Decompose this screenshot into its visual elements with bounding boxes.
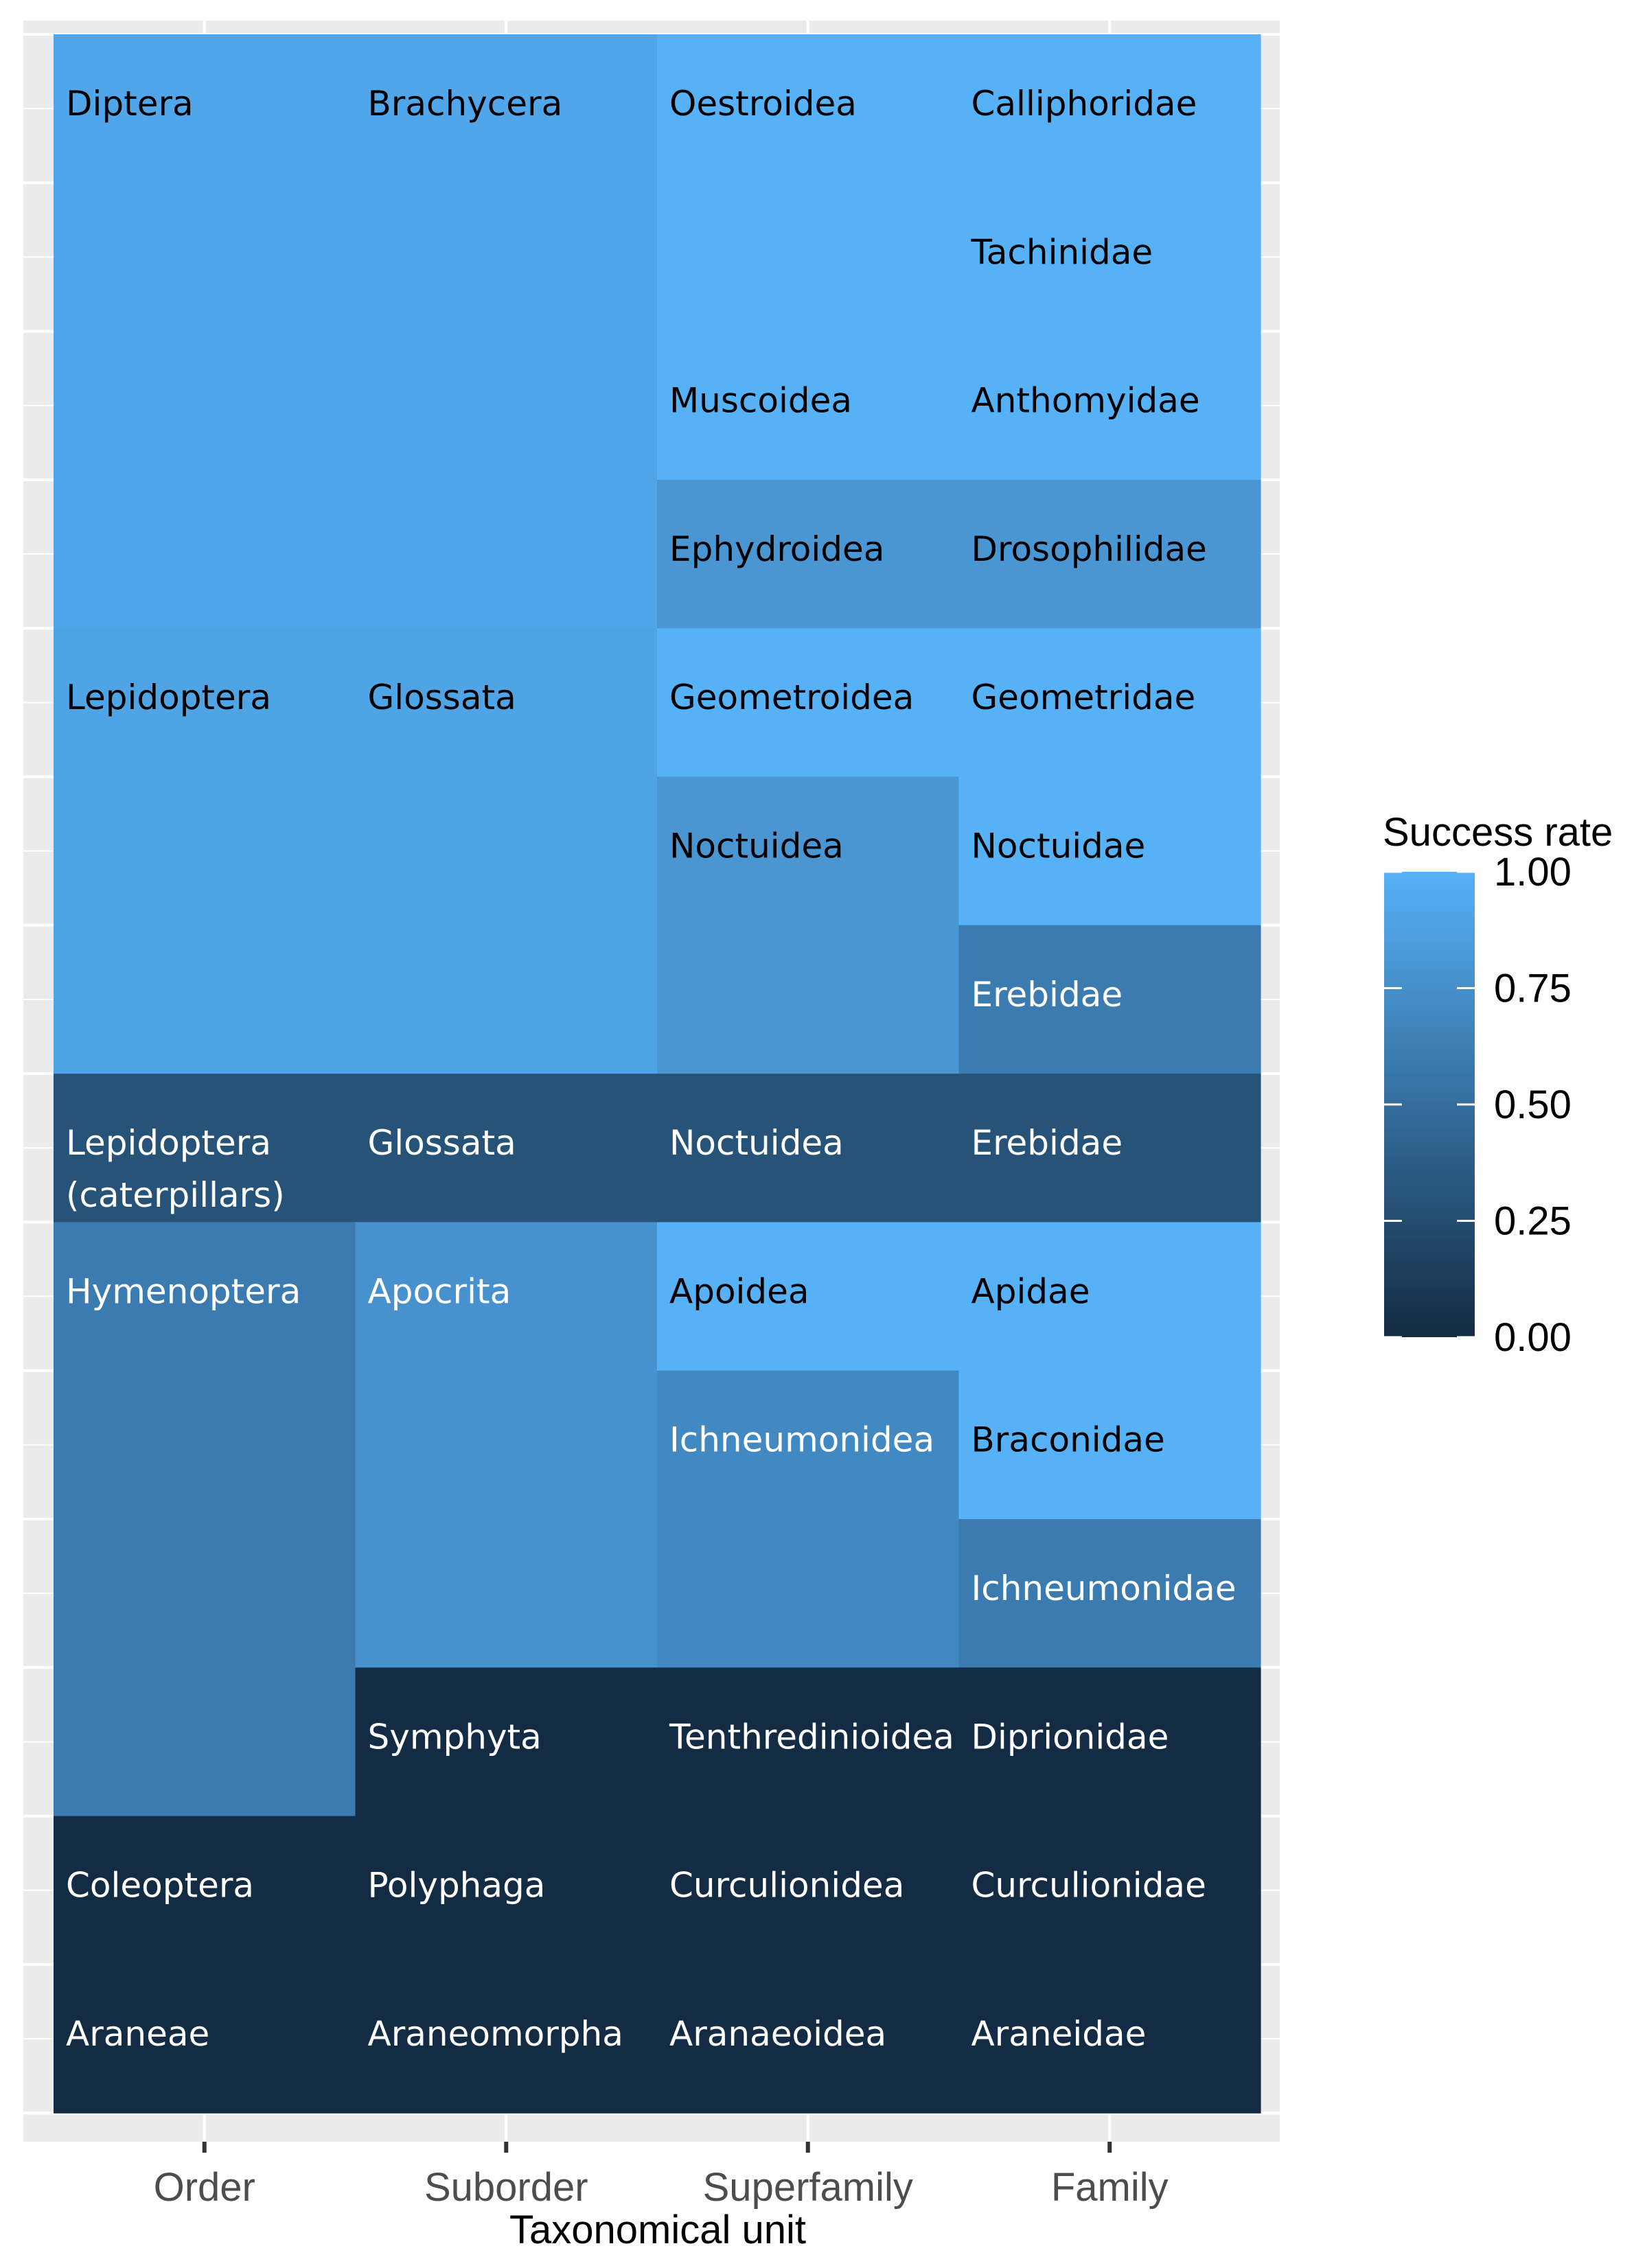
- tile-label: Araneomorpha: [368, 2014, 623, 2054]
- x-tick-label: Superfamily: [703, 2165, 913, 2210]
- tile-label: Ichneumonidae: [971, 1569, 1236, 1608]
- tile-superfamily-tenthredinioidea: [657, 1667, 960, 1817]
- legend-tick-label: 0.50: [1494, 1083, 1572, 1127]
- tile-label: Aranaeoidea: [669, 2014, 886, 2054]
- tiles: [54, 34, 1261, 2114]
- tile-label: Tachinidae: [971, 232, 1153, 272]
- tile-suborder-polyphaga: [355, 1816, 658, 1965]
- tile-label: Geometroidea: [669, 678, 914, 717]
- tile-label: Braconidae: [971, 1420, 1165, 1460]
- tile-superfamily-ichneumonidea: [657, 1370, 960, 1668]
- legend-tick-label: 1.00: [1494, 850, 1572, 894]
- tile-superfamily-aranaeoidea: [657, 1964, 960, 2114]
- tile-label: Glossata: [368, 1123, 516, 1163]
- tile-label: Noctuidae: [971, 826, 1146, 866]
- tile-family-anthomyidae: [958, 331, 1261, 481]
- tile-family-tachinidae: [958, 183, 1261, 332]
- tile-order-coleoptera: [54, 1816, 356, 1965]
- tile-superfamily-noctuidea: [657, 1074, 960, 1223]
- tile-family-drosophilidae: [958, 479, 1261, 629]
- tile-suborder-araneomorpha: [355, 1964, 658, 2114]
- tile-label: Hymenoptera: [66, 1271, 301, 1311]
- tile-label: Coleoptera: [66, 1866, 254, 1906]
- tile-label: Diptera: [66, 84, 194, 124]
- tile-superfamily-curculionidea: [657, 1816, 960, 1965]
- x-tick-label: Family: [1051, 2165, 1169, 2210]
- tile-superfamily-geometroidea: [657, 628, 960, 778]
- tile-label: Drosophilidae: [971, 529, 1207, 569]
- x-tick-label: Order: [154, 2165, 255, 2210]
- tile-suborder-apocrita: [355, 1222, 658, 1668]
- x-tick-label: Suborder: [424, 2165, 588, 2210]
- tile-order-lepidoptera: [54, 1074, 356, 1223]
- tile-family-araneidae: [958, 1964, 1261, 2114]
- tile-superfamily-oestroidea: [657, 34, 960, 332]
- tile-label: Tenthredinioidea: [669, 1717, 954, 1757]
- tile-label: Noctuidea: [669, 1123, 844, 1163]
- tile-label: Symphyta: [368, 1717, 542, 1757]
- tile-label: Lepidoptera: [66, 678, 271, 717]
- legend-title: Success rate: [1383, 810, 1613, 855]
- tile-superfamily-apoidea: [657, 1222, 960, 1372]
- tile-label: Glossata: [368, 678, 516, 717]
- tile-suborder-glossata: [355, 1074, 658, 1223]
- tile-family-geometridae: [958, 628, 1261, 778]
- legend-tick-label: 0.75: [1494, 967, 1572, 1011]
- tile-family-noctuidae: [958, 776, 1261, 926]
- tile-label: Polyphaga: [368, 1866, 546, 1906]
- tile-family-curculionidae: [958, 1816, 1261, 1965]
- tile-label: Muscoidea: [669, 381, 852, 421]
- tile-family-ichneumonidae: [958, 1519, 1261, 1668]
- tile-family-diprionidae: [958, 1667, 1261, 1817]
- tile-superfamily-ephydroidea: [657, 479, 960, 629]
- tile-label: Noctuidea: [669, 826, 844, 866]
- tile-label: Ichneumonidea: [669, 1420, 934, 1460]
- tile-label: Araneae: [66, 2014, 209, 2054]
- tile-labels: Diptera Lepidoptera Lepidoptera (caterpilla…: [66, 84, 1236, 2054]
- tile-label: Ephydroidea: [669, 529, 884, 569]
- tile-label: Calliphoridae: [971, 84, 1197, 124]
- tile-label: Apoidea: [669, 1271, 809, 1311]
- tile-superfamily-muscoidea: [657, 331, 960, 481]
- tile-label: Oestroidea: [669, 84, 857, 124]
- tile-suborder-glossata: [355, 628, 658, 1074]
- tile-suborder-symphyta: [355, 1667, 658, 1817]
- tile-label: Curculionidae: [971, 1866, 1206, 1906]
- tile-suborder-brachycera: [355, 34, 658, 629]
- tile-order-araneae: [54, 1964, 356, 2114]
- legend-ticks: 1.00 0.75 0.50 0.25 0.00: [1384, 850, 1572, 1360]
- legend: Success rate 1.00 0.75 0.50 0.25 0.00: [1383, 810, 1613, 1360]
- legend-tick-label: 0.00: [1494, 1315, 1572, 1360]
- x-axis: Order Suborder Superfamily Family: [154, 2142, 1169, 2210]
- legend-tick-label: 0.25: [1494, 1199, 1572, 1244]
- tile-label: Brachycera: [368, 84, 563, 124]
- tile-superfamily-noctuidea: [657, 776, 960, 1074]
- tile-label: Lepidoptera (caterpillars): [66, 1123, 285, 1215]
- tile-label: Araneidae: [971, 2014, 1147, 2054]
- tile-label: Geometridae: [971, 678, 1196, 717]
- tile-label: Apidae: [971, 1271, 1090, 1311]
- tile-family-braconidae: [958, 1370, 1261, 1520]
- tile-label: Curculionidea: [669, 1866, 904, 1906]
- tile-family-erebidae: [958, 925, 1261, 1074]
- tile-label: Erebidae: [971, 975, 1123, 1015]
- tile-label: Apocrita: [368, 1271, 511, 1311]
- tile-family-erebidae: [958, 1074, 1261, 1223]
- tile-order-lepidoptera: [54, 628, 356, 1074]
- tile-label: Anthomyidae: [971, 381, 1200, 421]
- tile-family-calliphoridae: [958, 34, 1261, 183]
- x-axis-title: Taxonomical unit: [509, 2208, 806, 2252]
- tile-order-diptera: [54, 34, 356, 629]
- tile-label: Diprionidae: [971, 1717, 1169, 1757]
- tile-label: Erebidae: [971, 1123, 1123, 1163]
- tile-family-apidae: [958, 1222, 1261, 1372]
- tile-order-hymenoptera: [54, 1222, 356, 1817]
